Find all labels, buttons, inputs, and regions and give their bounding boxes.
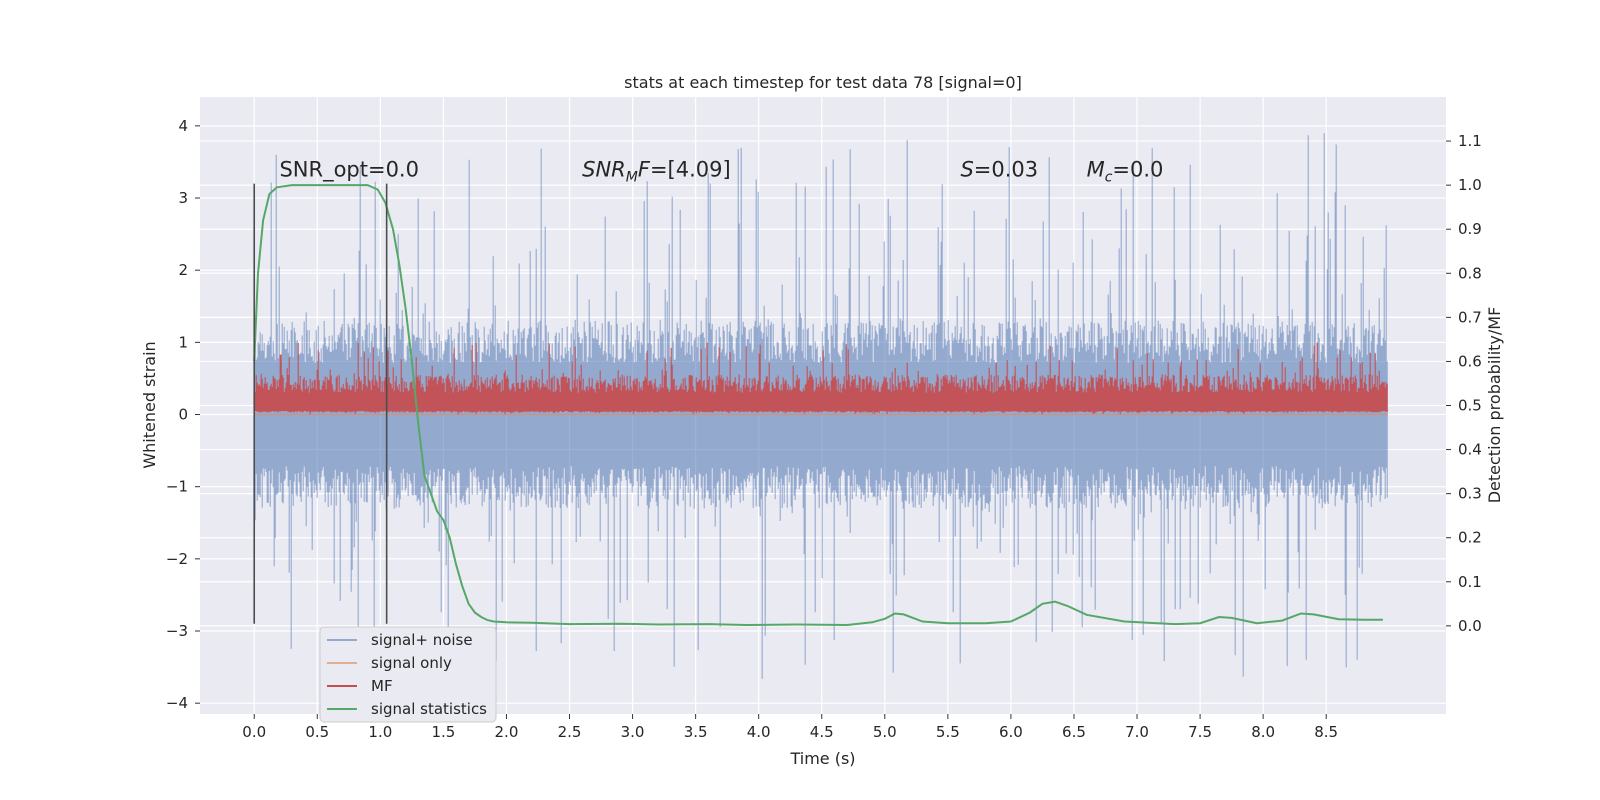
y-right-tick-label-11: 0.0	[1458, 617, 1482, 635]
y-right-tick-label-9: 0.2	[1458, 529, 1482, 547]
y-left-tick-label-6: −2	[166, 550, 188, 568]
legend-box	[319, 626, 497, 723]
y-right-tick-label-6: 0.5	[1458, 397, 1482, 415]
chart-title: stats at each timestep for test data 78 …	[624, 73, 1022, 92]
x-tick-label-11: 5.5	[936, 723, 960, 741]
x-tick-label-4: 2.0	[495, 723, 519, 741]
y-left-tick-label-8: −4	[166, 694, 188, 712]
x-tick-label-10: 5.0	[873, 723, 897, 741]
x-tick-label-7: 3.5	[684, 723, 708, 741]
annotation-snr-opt: SNR_opt=0.0	[279, 157, 419, 182]
y-right-tick-label-2: 0.9	[1458, 220, 1482, 238]
y-axis-label-right: Detection probability/MF	[1485, 307, 1504, 504]
annotations: SNR_opt=0.0 SNRMF=[4.09] S=0.03 Mc=0.0	[279, 157, 1163, 185]
x-tick-label-12: 6.0	[999, 723, 1023, 741]
x-tick-label-9: 4.5	[810, 723, 834, 741]
y-left-tick-label-5: −1	[166, 478, 188, 496]
y-right-tick-label-10: 0.1	[1458, 573, 1482, 591]
x-tick-label-5: 2.5	[558, 723, 582, 741]
annotation-s-stat: S=0.03	[960, 157, 1038, 181]
y-right-tick-label-1: 1.0	[1458, 176, 1482, 194]
x-tick-label-2: 1.0	[368, 723, 392, 741]
y-right-tick-label-8: 0.3	[1458, 485, 1482, 503]
x-axis-label: Time (s)	[789, 749, 855, 768]
y-right-tick-label-7: 0.4	[1458, 441, 1482, 459]
x-tick-label-14: 7.0	[1125, 723, 1149, 741]
x-tick-label-0: 0.0	[242, 723, 266, 741]
y-right-tick-label-5: 0.6	[1458, 352, 1482, 370]
x-tick-label-16: 8.0	[1251, 723, 1275, 741]
x-tick-label-15: 7.5	[1188, 723, 1212, 741]
y-right-tick-label-3: 0.8	[1458, 264, 1482, 282]
annotation-snr-mf: SNRMF=[4.09]	[582, 157, 731, 185]
y-right-tick-label-0: 1.1	[1458, 132, 1482, 150]
legend-label-signal-noise: signal+ noise	[371, 631, 473, 649]
y-left-tick-label-2: 2	[178, 261, 188, 279]
legend-label-signal-statistics: signal statistics	[371, 700, 487, 718]
legend: signal+ noise signal only MF signal stat…	[319, 626, 497, 723]
x-tick-label-3: 1.5	[431, 723, 455, 741]
legend-label-mf: MF	[371, 677, 393, 695]
y-right-tick-label-4: 0.7	[1458, 308, 1482, 326]
axes: 0.0 0.5 1.0 1.5 2.0 2.5 3.0 3.5 4.0 4.5 5.0 5.5 6.0 6…	[166, 117, 1482, 741]
legend-label-signal-only: signal only	[371, 654, 452, 672]
y-left-tick-label-0: 4	[178, 117, 188, 135]
y-axis-label-left: Whitened strain	[140, 341, 159, 468]
y-left-tick-label-3: 1	[178, 333, 188, 351]
annotation-mc: Mc=0.0	[1087, 157, 1164, 185]
y-left-tick-label-4: 0	[178, 406, 188, 424]
vertical-markers	[253, 183, 388, 624]
x-tick-label-1: 0.5	[305, 723, 329, 741]
x-tick-label-8: 4.0	[747, 723, 771, 741]
x-tick-label-6: 3.0	[621, 723, 645, 741]
y-left-tick-label-7: −3	[166, 622, 188, 640]
y-left-tick-label-1: 3	[178, 189, 188, 207]
x-tick-label-17: 8.5	[1314, 723, 1338, 741]
x-tick-label-13: 6.5	[1062, 723, 1086, 741]
